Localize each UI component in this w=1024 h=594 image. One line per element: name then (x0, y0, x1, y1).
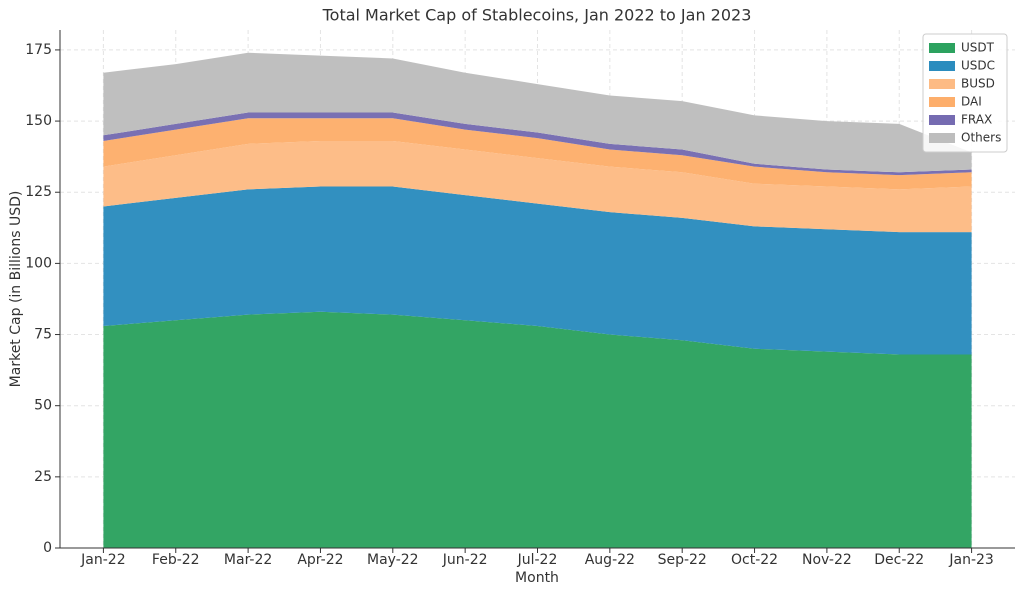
y-tick-label: 175 (25, 42, 52, 58)
area (103, 52, 972, 173)
y-tick-label: 50 (34, 398, 52, 414)
legend-swatch (929, 97, 955, 107)
y-tick-label: 100 (25, 255, 52, 271)
x-tick-label: Feb-22 (152, 552, 200, 568)
x-axis-label: Month (515, 570, 559, 586)
area (103, 141, 972, 233)
y-tick-label: 150 (25, 113, 52, 129)
legend-label: USDC (961, 59, 995, 73)
y-tick-label: 125 (25, 184, 52, 200)
x-tick-label: Jun-22 (442, 552, 488, 568)
area (103, 118, 972, 190)
legend-swatch (929, 133, 955, 143)
x-tick-label: Nov-22 (802, 552, 852, 568)
x-tick-label: Dec-22 (874, 552, 924, 568)
x-tick-label: May-22 (367, 552, 419, 568)
x-tick-label: Jan-22 (80, 552, 125, 568)
legend-swatch (929, 43, 955, 53)
x-tick-label: Oct-22 (731, 552, 778, 568)
x-tick-label: Jan-23 (948, 552, 993, 568)
legend-swatch (929, 115, 955, 125)
y-tick-label: 75 (34, 327, 52, 343)
legend-label: FRAX (961, 113, 992, 127)
y-tick-label: 25 (34, 469, 52, 485)
legend-swatch (929, 79, 955, 89)
y-axis-label: Market Cap (in Billions USD) (8, 191, 24, 388)
x-tick-label: Apr-22 (297, 552, 343, 568)
x-tick-label: Sep-22 (658, 552, 707, 568)
legend-label: Others (961, 131, 1001, 145)
y-tick-label: 0 (43, 540, 52, 556)
x-tick-label: Aug-22 (585, 552, 635, 568)
area (103, 186, 972, 355)
legend-swatch (929, 61, 955, 71)
legend-label: DAI (961, 95, 982, 109)
area (103, 311, 972, 548)
chart-title: Total Market Cap of Stablecoins, Jan 202… (322, 6, 752, 25)
x-tick-label: Mar-22 (224, 552, 272, 568)
x-tick-label: Jul-22 (517, 552, 558, 568)
legend-label: USDT (961, 41, 995, 55)
legend-label: BUSD (961, 77, 995, 91)
